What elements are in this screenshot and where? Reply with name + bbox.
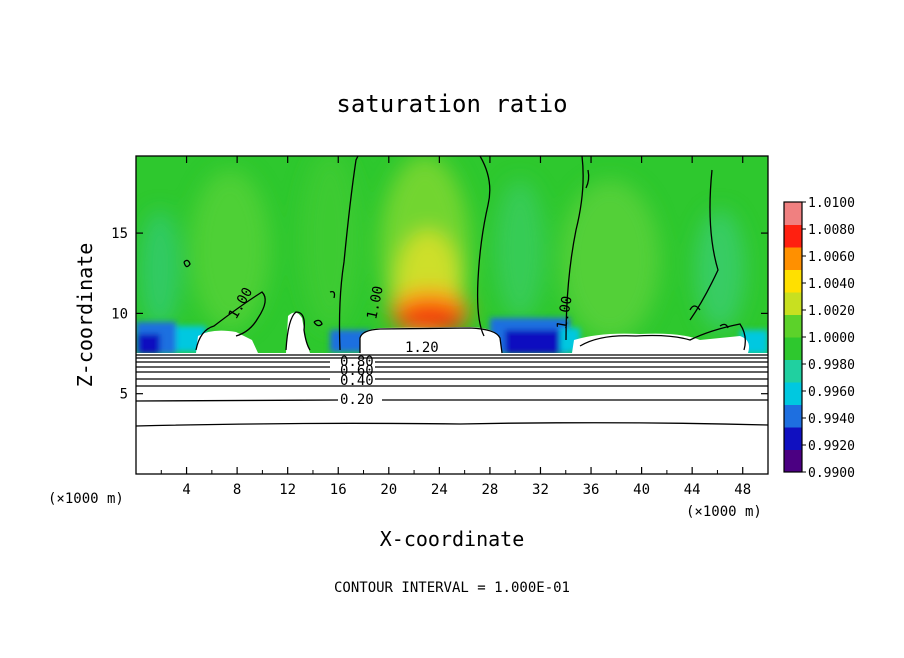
x-tick-label: 20 xyxy=(380,482,397,498)
y-axis: 5 10 15 xyxy=(111,226,768,403)
x-unit-left: (×1000 m) xyxy=(48,491,124,507)
colorbar-tick-label: 0.9940 xyxy=(808,412,855,427)
colorbar-swatch xyxy=(784,337,802,360)
colorbar-tick-label: 1.0080 xyxy=(808,223,855,238)
x-tick-label: 40 xyxy=(633,482,650,498)
x-tick-label: 32 xyxy=(532,482,549,498)
colorbar-swatch xyxy=(784,247,802,270)
x-axis-title: X-coordinate xyxy=(380,527,525,551)
contour-interval-note: CONTOUR INTERVAL = 1.000E-01 xyxy=(334,580,570,596)
y-tick-label: 15 xyxy=(111,226,128,242)
x-axis: 4 8 12 16 20 24 28 32 36 40 44 48 xyxy=(160,156,751,498)
chart-title: saturation ratio xyxy=(336,90,567,118)
colorbar-swatch xyxy=(784,359,802,383)
y-tick-label: 5 xyxy=(120,387,128,403)
colorbar-tick-label: 0.9980 xyxy=(808,358,855,373)
x-tick-label: 24 xyxy=(431,482,448,498)
contour-label: 0.20 xyxy=(340,392,374,408)
x-tick-label: 44 xyxy=(684,482,701,498)
y-tick-label: 10 xyxy=(111,306,128,322)
contour-label: 1.20 xyxy=(405,340,439,356)
x-tick-label: 48 xyxy=(734,482,751,498)
x-tick-label: 28 xyxy=(481,482,498,498)
x-tick-label: 36 xyxy=(583,482,600,498)
colorbar-swatch xyxy=(784,449,802,473)
colorbar-tick-label: 1.0000 xyxy=(808,331,855,346)
contour-label: 1.00 xyxy=(554,295,576,331)
contour-label: 1.00 xyxy=(364,285,387,321)
field-shading xyxy=(140,156,745,345)
colorbar-tick-label: 1.0040 xyxy=(808,277,855,292)
colorbar-swatch xyxy=(784,404,802,428)
contour-label: 0.60 xyxy=(340,363,374,379)
colorbar-swatch xyxy=(784,427,802,450)
colorbar: 1.0100 1.0080 1.0060 1.0040 1.0020 1.0000 0.99… xyxy=(783,196,855,481)
low-level-band xyxy=(136,318,768,354)
y-axis-title: Z-coordinate xyxy=(73,243,97,388)
colorbar-swatch xyxy=(784,224,802,248)
plot-frame xyxy=(135,155,769,475)
colorbar-tick-label: 0.9900 xyxy=(808,466,855,481)
contour-lines xyxy=(136,156,768,427)
x-tick-label: 4 xyxy=(182,482,190,498)
contour-label: 0.40 xyxy=(340,373,374,389)
x-tick-label: 16 xyxy=(330,482,347,498)
colorbar-swatch xyxy=(784,314,802,338)
x-unit-right: (×1000 m) xyxy=(686,504,762,520)
colorbar-tick-label: 1.0060 xyxy=(808,250,855,265)
colorbar-tick-label: 0.9920 xyxy=(808,439,855,454)
colorbar-swatch xyxy=(784,292,802,315)
contour-label: 0.80 xyxy=(340,354,374,370)
x-tick-label: 8 xyxy=(233,482,241,498)
lower-white-region xyxy=(136,353,768,474)
colorbar-tick-label: 0.9960 xyxy=(808,385,855,400)
x-tick-label: 12 xyxy=(279,482,296,498)
colorbar-swatch xyxy=(784,269,802,293)
colorbar-swatch xyxy=(784,202,802,225)
plot-area xyxy=(136,156,768,474)
colorbar-swatch xyxy=(784,382,802,405)
colorbar-tick-label: 1.0020 xyxy=(808,304,855,319)
colorbar-tick-label: 1.0100 xyxy=(808,196,855,211)
